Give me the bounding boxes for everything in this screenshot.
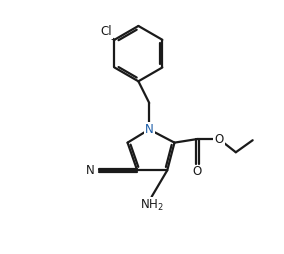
Text: N: N: [145, 123, 154, 136]
Text: O: O: [214, 133, 224, 146]
Text: O: O: [193, 166, 202, 179]
Text: N: N: [86, 164, 95, 177]
Text: NH$_2$: NH$_2$: [140, 198, 164, 213]
Text: Cl: Cl: [101, 25, 112, 38]
